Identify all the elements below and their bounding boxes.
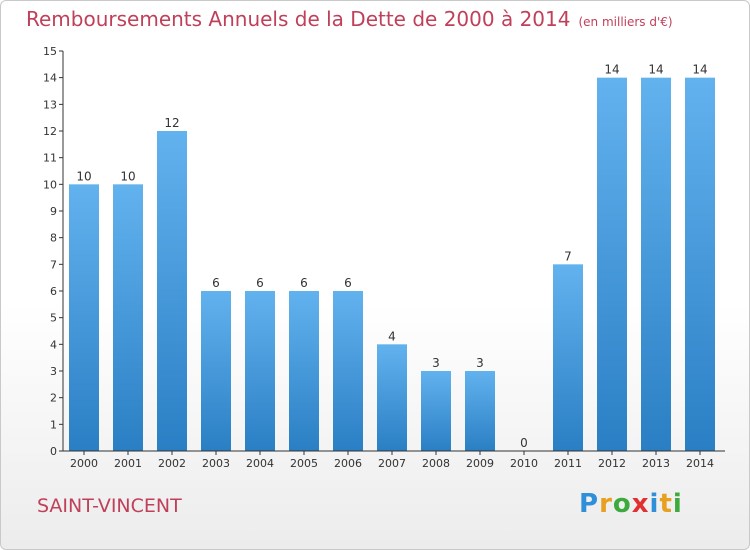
bar bbox=[69, 184, 99, 452]
y-tick-label: 4 bbox=[50, 338, 57, 351]
data-label: 3 bbox=[432, 356, 440, 370]
x-tick-label: 2001 bbox=[114, 457, 142, 470]
logo-letter: i bbox=[649, 489, 660, 519]
logo-letter: i bbox=[672, 489, 683, 519]
bar bbox=[157, 131, 187, 451]
bar bbox=[333, 291, 363, 451]
y-tick-label: 14 bbox=[43, 72, 57, 85]
bar bbox=[421, 371, 451, 451]
bar bbox=[465, 371, 495, 451]
logo-letter: r bbox=[599, 489, 613, 519]
x-tick-label: 2003 bbox=[202, 457, 230, 470]
data-label: 4 bbox=[388, 329, 396, 343]
bar bbox=[289, 291, 319, 451]
x-tick-label: 2009 bbox=[466, 457, 494, 470]
x-tick-label: 2002 bbox=[158, 457, 186, 470]
x-tick-label: 2006 bbox=[334, 457, 362, 470]
y-tick-label: 15 bbox=[43, 45, 57, 58]
y-tick-label: 7 bbox=[50, 258, 57, 271]
x-tick-label: 2012 bbox=[598, 457, 626, 470]
bar bbox=[245, 291, 275, 451]
data-label: 14 bbox=[604, 63, 619, 77]
logo-letter: P bbox=[579, 489, 600, 519]
y-tick-label: 5 bbox=[50, 312, 57, 325]
y-tick-label: 13 bbox=[43, 98, 57, 111]
chart-unit: (en milliers d'€) bbox=[578, 15, 673, 29]
y-tick-label: 2 bbox=[50, 392, 57, 405]
x-tick-label: 2010 bbox=[510, 457, 538, 470]
x-tick-label: 2000 bbox=[70, 457, 98, 470]
x-tick-label: 2014 bbox=[686, 457, 714, 470]
data-label: 3 bbox=[476, 356, 484, 370]
x-tick-label: 2008 bbox=[422, 457, 450, 470]
x-tick-label: 2013 bbox=[642, 457, 670, 470]
chart-title: Remboursements Annuels de la Dette de 20… bbox=[26, 7, 571, 31]
data-label: 14 bbox=[692, 63, 707, 77]
bar bbox=[201, 291, 231, 451]
data-label: 10 bbox=[76, 169, 91, 183]
bar bbox=[377, 344, 407, 451]
x-tick-label: 2007 bbox=[378, 457, 406, 470]
bar bbox=[685, 77, 715, 452]
data-label: 12 bbox=[164, 116, 179, 130]
bar bbox=[597, 77, 627, 452]
logo-letter: x bbox=[631, 489, 650, 519]
bar bbox=[113, 184, 143, 452]
proxiti-logo: Proxiti bbox=[579, 489, 683, 519]
x-tick-label: 2004 bbox=[246, 457, 274, 470]
logo-letter: t bbox=[659, 489, 673, 519]
y-tick-label: 0 bbox=[50, 445, 57, 458]
logo-letter: o bbox=[612, 489, 632, 519]
data-label: 0 bbox=[520, 436, 528, 450]
data-label: 14 bbox=[648, 63, 663, 77]
data-label: 6 bbox=[344, 276, 352, 290]
y-tick-label: 3 bbox=[50, 365, 57, 378]
x-tick-label: 2005 bbox=[290, 457, 318, 470]
chart-title-block: Remboursements Annuels de la Dette de 20… bbox=[26, 7, 673, 31]
data-label: 6 bbox=[212, 276, 220, 290]
data-label: 10 bbox=[120, 169, 135, 183]
data-label: 6 bbox=[256, 276, 264, 290]
city-name: SAINT-VINCENT bbox=[37, 495, 182, 517]
y-tick-label: 8 bbox=[50, 232, 57, 245]
y-tick-label: 6 bbox=[50, 285, 57, 298]
y-tick-label: 1 bbox=[50, 418, 57, 431]
y-tick-label: 11 bbox=[43, 152, 57, 165]
y-tick-label: 10 bbox=[43, 178, 57, 191]
y-tick-label: 9 bbox=[50, 205, 57, 218]
data-label: 6 bbox=[300, 276, 308, 290]
bar bbox=[553, 264, 583, 451]
x-tick-label: 2011 bbox=[554, 457, 582, 470]
bar bbox=[641, 77, 671, 452]
data-label: 7 bbox=[564, 249, 572, 263]
y-tick-label: 12 bbox=[43, 125, 57, 138]
